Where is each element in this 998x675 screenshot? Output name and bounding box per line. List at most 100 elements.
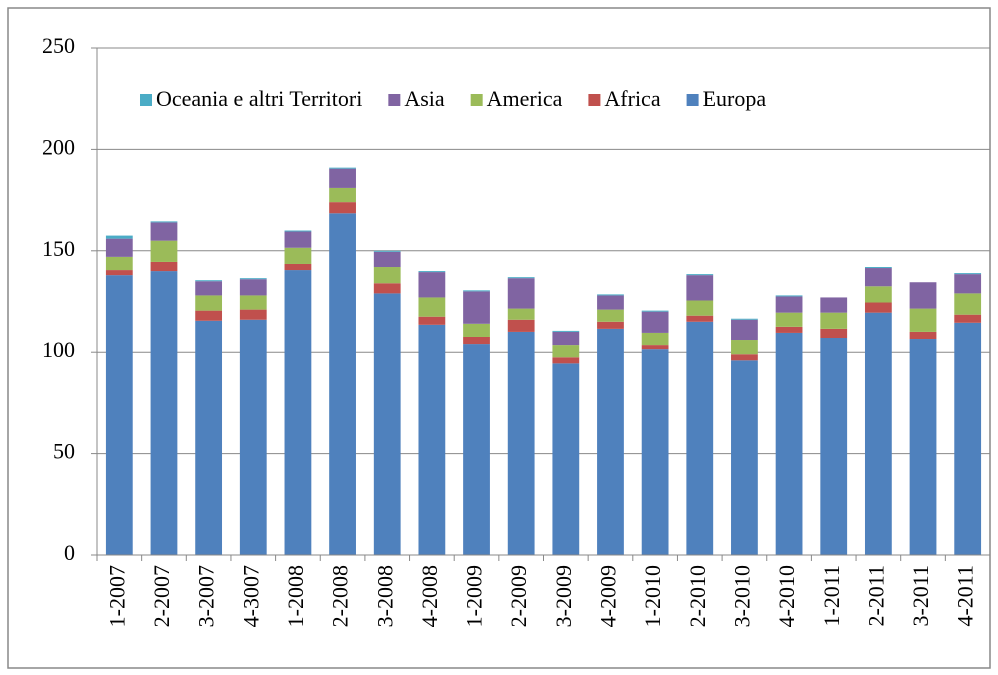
bar-segment [284,231,312,248]
bar-segment [731,360,758,555]
bar-segment [329,168,356,188]
bar-segment [552,357,580,364]
y-tick-label: 200 [42,134,75,159]
bar-segment [775,332,803,555]
bar-segment [195,280,223,282]
bar-segment [641,349,669,555]
bar-segment [909,331,937,340]
x-tick-label: 1-2009 [462,565,487,627]
bar-segment [641,311,669,333]
bar-segment [686,275,714,301]
bar-segment [373,250,401,252]
bar-segment [507,278,535,309]
bar-segment [373,267,401,284]
bar-segment [284,230,312,232]
x-tick-label: 2-2007 [149,565,174,627]
bar-segment [820,312,848,329]
bar-segment [105,235,133,239]
bar-segment [864,312,892,555]
bar-segment [418,297,446,317]
bar-segment [731,318,758,320]
bar-segment [329,202,356,214]
bar-segment [507,277,535,279]
y-tick-label: 250 [42,33,75,58]
bar-segment [463,290,490,292]
bar-segment [820,297,848,313]
legend-label: Oceania e altri Territori [156,86,362,111]
x-tick-label: 4-2010 [774,565,799,627]
bar-segment [150,221,178,223]
x-tick-label: 2-2009 [506,565,531,627]
bar-segment [954,322,982,555]
y-tick-label: 100 [42,337,75,362]
bar-segment [373,293,401,555]
bar-segment [150,222,178,241]
y-tick-label: 0 [64,540,75,565]
bar-segment [597,294,624,296]
legend-swatch [686,94,699,106]
legend-swatch [388,94,401,106]
y-tick-label: 50 [53,439,75,464]
bar-segment [954,274,982,294]
bar-segment [373,251,401,268]
bar-segment [954,273,982,275]
bar-segment [909,339,937,555]
bar-segment [686,315,714,322]
x-tick-label: 2-2010 [685,565,710,627]
x-tick-label: 4-2008 [417,565,442,627]
bar-segment [864,267,892,269]
bar-segment [150,271,178,555]
bar-segment [329,187,356,203]
bar-segment [239,295,267,310]
bar-segment [463,323,490,337]
legend-label: America [487,86,563,111]
bar-segment [507,331,535,555]
bar-segment [463,344,490,555]
bar-segment [239,279,267,296]
bar-segment [105,256,133,271]
x-tick-label: 1-2008 [283,565,308,627]
y-tick-label: 150 [42,236,75,261]
bar-segment [418,316,446,325]
bar-segment [284,270,312,555]
bar-segment [775,295,803,297]
x-tick-label: 3-2010 [729,565,754,627]
x-tick-label: 3-2009 [551,565,576,627]
x-tick-label: 3-2011 [908,565,933,627]
bar-segment [954,293,982,315]
bar-segment [552,331,580,346]
bar-segment [105,238,133,257]
bar-segment [195,295,223,311]
bar-segment [507,308,535,320]
bar-segment [195,320,223,555]
bar-segment [418,324,446,555]
x-tick-label: 4-2009 [596,565,621,627]
bar-segment [864,268,892,287]
legend-label: Asia [404,86,445,111]
bar-segment [597,309,624,322]
bar-segment [418,272,446,298]
x-tick-label: 1-2007 [104,565,129,627]
legend-swatch [588,94,601,106]
bar-segment [775,296,803,313]
bar-segment [105,275,133,555]
x-tick-label: 4-2011 [953,565,978,627]
legend-swatch [140,94,152,106]
bar-segment [864,286,892,303]
bar-segment [641,310,669,312]
bar-segment [731,319,758,341]
bar-segment [195,310,223,321]
bar-segment [507,319,535,332]
x-tick-label: 3-2008 [372,565,397,627]
bar-segment [641,332,669,346]
bar-segment [418,271,446,273]
bar-segment [820,338,848,555]
bar-segment [775,326,803,333]
x-tick-label: 2-2008 [328,565,353,627]
x-tick-label: 2-2011 [863,565,888,627]
bar-segment [909,308,937,332]
bar-segment [284,247,312,264]
bar-segment [552,363,580,555]
x-tick-label: 4-3007 [238,565,263,627]
bar-segment [552,345,580,358]
